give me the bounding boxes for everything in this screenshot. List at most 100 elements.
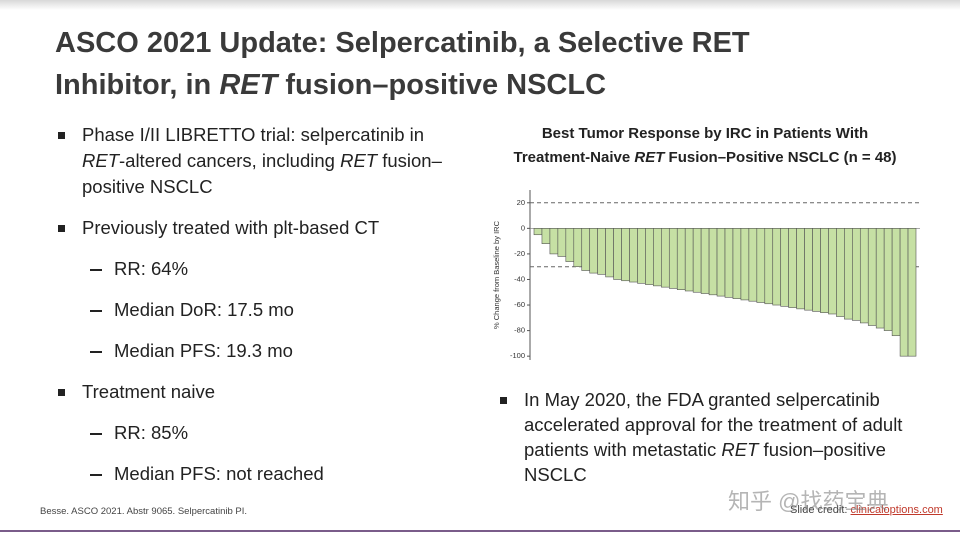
text-run: Inhibitor, in: [55, 69, 220, 101]
y-tick-label: 0: [521, 223, 525, 232]
text-run: Median PFS: 19.3 mo: [114, 340, 293, 361]
y-tick-label: 20: [517, 198, 525, 207]
bottom-rule: [0, 530, 960, 532]
bar: [565, 228, 575, 262]
line: Best Tumor Response by IRC in Patients W…: [470, 122, 940, 146]
top-band: [0, 0, 960, 10]
bar: [883, 228, 893, 331]
bar: [772, 228, 782, 306]
y-axis-label: % Change from Baseline by IRC: [492, 220, 501, 329]
bar: [836, 228, 845, 317]
line: Inhibitor, in RET fusion–positive NSCLC: [55, 64, 750, 106]
bullet: Phase I/II LIBRETTO trial: selpercatinib…: [58, 122, 453, 200]
text-run: RET: [340, 150, 378, 171]
left-bullets: Phase I/II LIBRETTO trial: selpercatinib…: [58, 122, 453, 487]
bar: [716, 228, 726, 297]
bar: [748, 228, 758, 302]
bar: [788, 228, 797, 308]
text-run: RET: [82, 150, 119, 171]
bar: [780, 228, 789, 307]
bar: [645, 228, 654, 285]
bar: [629, 228, 638, 283]
bar: [541, 228, 551, 244]
text-run: Best Tumor Response by IRC in Patients W…: [541, 125, 869, 142]
bar: [581, 228, 591, 271]
chart: % Change from Baseline by IRC 20 0 -20 -40 -6…: [492, 190, 920, 360]
bar: [676, 228, 686, 290]
text-run: RR: 64%: [114, 258, 189, 279]
bar: [812, 228, 821, 312]
bullet: Median PFS: not reached: [58, 461, 453, 487]
bar: [820, 228, 829, 314]
y-tick-label: -60: [514, 300, 525, 309]
bar: [756, 228, 766, 303]
right-bullets: In May 2020, the FDA granted selpercatin…: [500, 387, 910, 487]
bar: [708, 228, 718, 296]
text-run: Median DoR: 17.5 mo: [114, 299, 294, 320]
text-run: fusion–positive NSCLC: [82, 150, 442, 197]
text-run: Treatment naive: [82, 381, 215, 402]
bar: [605, 228, 614, 278]
y-tick-label: -80: [514, 326, 525, 335]
bullet: Treatment naive: [58, 379, 453, 405]
chart-title: Best Tumor Response by IRC in Patients W…: [470, 122, 940, 170]
bar: [891, 228, 901, 337]
text-run: In May 2020, the FDA granted selpercatin…: [524, 389, 903, 460]
bar: [700, 228, 710, 294]
bar: [740, 228, 750, 301]
line: ASCO 2021 Update: Selpercatinib, a Selec…: [55, 22, 750, 64]
bar: [796, 228, 805, 310]
bar: [684, 228, 694, 292]
text-run: RET: [634, 149, 665, 166]
bar: [661, 228, 670, 288]
bar: [653, 228, 662, 287]
slide-credit: Slide credit: clinicaloptions.com: [790, 504, 943, 516]
bar: [844, 228, 853, 320]
bar: [867, 228, 877, 326]
bar: [589, 228, 598, 274]
bullet: Median PFS: 19.3 mo: [58, 338, 453, 364]
text-run: RET: [721, 439, 759, 460]
bar: [899, 228, 909, 357]
bar: [668, 228, 678, 289]
bar: [907, 228, 917, 357]
bar: [852, 228, 861, 321]
bar: [764, 228, 774, 305]
bullet: Previously treated with plt-based CT: [58, 215, 453, 241]
bar: [724, 228, 734, 298]
bar: [732, 228, 742, 299]
bar: [597, 228, 606, 275]
bullet: RR: 85%: [58, 420, 453, 446]
text-run: Fusion–Positive NSCLC (n = 48): [664, 149, 897, 166]
text-run: Median PFS: not reached: [114, 463, 324, 484]
bar: [875, 228, 885, 329]
y-tick-label: -20: [514, 249, 525, 258]
text-run: -altered cancers, including: [119, 150, 341, 171]
text-run: Previously treated with plt-based CT: [82, 217, 380, 238]
text-run: Treatment-Naive: [513, 149, 635, 166]
text-run: fusion–positive NSCLC: [277, 69, 607, 101]
text-run: RET: [219, 69, 278, 101]
text-run: RR: 85%: [114, 422, 189, 443]
bar: [804, 228, 813, 311]
bar: [859, 228, 869, 324]
source-note: Besse. ASCO 2021. Abstr 9065. Selpercati…: [40, 506, 248, 517]
slide-title: ASCO 2021 Update: Selpercatinib, a Selec…: [55, 22, 750, 106]
line: Treatment-Naive RET Fusion–Positive NSCL…: [470, 146, 940, 170]
bar: [621, 228, 630, 282]
bar: [637, 228, 646, 284]
text-run: fusion–positive NSCLC: [524, 439, 886, 485]
y-tick-label: -100: [510, 351, 525, 360]
bullet: Median DoR: 17.5 mo: [58, 297, 453, 323]
bar: [549, 228, 559, 255]
bar: [573, 228, 583, 267]
bar: [557, 228, 567, 257]
bar: [613, 228, 622, 280]
y-tick-label: -40: [514, 274, 525, 283]
bar: [533, 228, 543, 236]
credit-link[interactable]: clinicaloptions.com: [850, 504, 943, 516]
bullet: In May 2020, the FDA granted selpercatin…: [500, 387, 910, 487]
bar: [692, 228, 702, 293]
bullet: RR: 64%: [58, 256, 453, 282]
